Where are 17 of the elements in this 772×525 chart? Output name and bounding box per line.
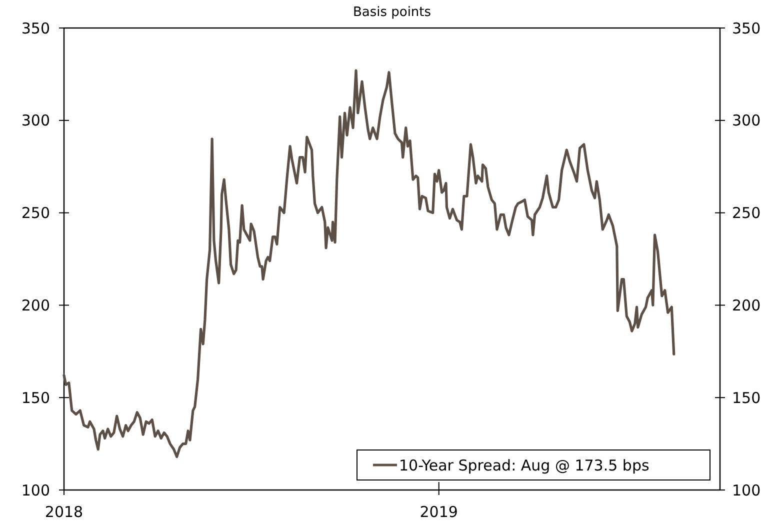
- y2-tick-label: 200: [732, 296, 761, 314]
- y2-tick-label: 100: [732, 481, 761, 500]
- y-tick-label: 300: [21, 112, 50, 130]
- legend-label: 10-Year Spread: Aug @ 173.5 bps: [399, 456, 650, 474]
- x-tick-label: 2018: [44, 503, 84, 521]
- chart-title: Basis points: [352, 5, 432, 20]
- y2-tick-label: 350: [732, 19, 761, 38]
- line-series: [62, 69, 676, 458]
- x-tick-label: 2019: [420, 503, 458, 521]
- y-tick-label: 150: [21, 388, 50, 407]
- y-tick-label: 350: [21, 19, 50, 38]
- y2-tick-label: 300: [732, 112, 761, 130]
- y-tick-label: 250: [21, 204, 50, 222]
- y-tick-label: 200: [21, 296, 50, 314]
- y2-tick-label: 150: [732, 388, 761, 407]
- y-tick-label: 100: [21, 481, 50, 500]
- y2-tick-label: 250: [732, 204, 761, 222]
